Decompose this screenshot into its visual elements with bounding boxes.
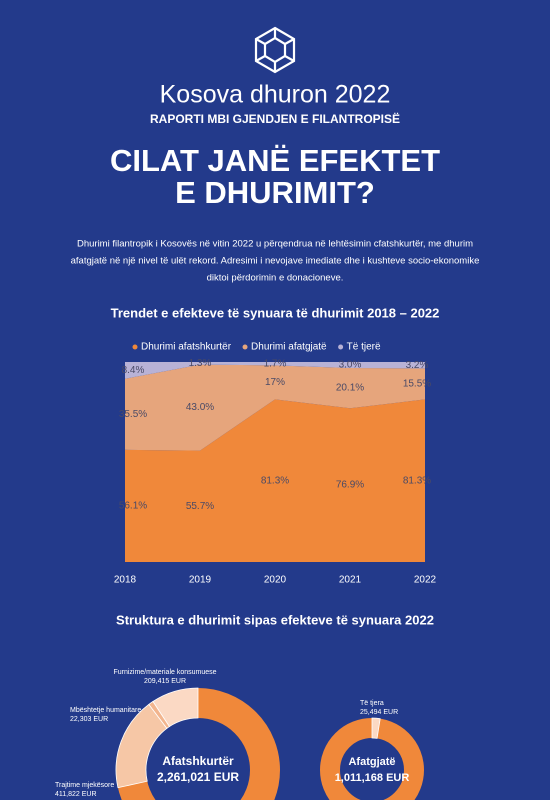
data-label: 35.5% [119,409,147,420]
center-label: Afatgjatë [348,756,395,768]
headline: E DHURIMIT? [175,175,375,210]
data-label: 1.3% [189,358,212,369]
area [125,399,425,562]
slice-value: 411,822 EUR [55,791,97,798]
legend-label: Të tjerë [347,342,381,353]
x-tick-label: 2018 [114,575,137,586]
center-value: 2,261,021 EUR [157,770,239,784]
intro-text: afatgjatë në një nivel të ulët rekord. A… [71,256,480,267]
legend-marker [338,344,344,350]
legend-label: Dhurimi afatgjatë [251,342,327,353]
slice-name: Furnizime/materiale konsumuese [113,669,216,676]
slice-value: 25,494 EUR [360,709,398,716]
center-label: Afatshkurtër [162,754,234,768]
data-label: 55.7% [186,501,214,512]
x-tick-label: 2022 [414,575,437,586]
data-label: 20.1% [336,383,364,394]
slice-value: 209,415 EUR [144,678,186,685]
data-label: 17% [265,377,285,388]
data-label: 8.4% [122,365,145,376]
headline: CILAT JANË EFEKTET [110,143,440,178]
donut-slice [115,703,168,789]
header-title: Kosova dhuron 2022 [160,81,391,109]
area [125,364,425,451]
x-tick-label: 2020 [264,575,287,586]
chart-title: Struktura e dhurimit sipas efekteve të s… [116,612,434,627]
x-tick-label: 2021 [339,575,362,586]
slice-name: Të tjera [360,700,384,707]
slice-value: 22,303 EUR [70,716,108,723]
data-label: 56.1% [119,501,147,512]
legend-marker [242,344,248,350]
data-label: 81.3% [261,475,289,486]
legend-label: Dhurimi afatshkurtër [141,342,232,353]
data-label: 3.2% [406,360,429,371]
logo [254,26,296,74]
data-label: 81.3% [403,475,431,486]
data-label: 43.0% [186,402,214,413]
slice-name: Trajtime mjekësore [55,782,114,789]
center-value: 1,011,168 EUR [335,772,410,784]
x-tick-label: 2019 [189,575,212,586]
data-label: 76.9% [336,480,364,491]
donut-slice [371,717,381,739]
slice-name: Mbështetje humanitare [70,707,141,714]
legend-marker [132,344,138,350]
data-label: 1.7% [264,358,287,369]
chart-title: Trendet e efekteve të synuara të dhurimi… [111,305,440,320]
header-subtitle: RAPORTI MBI GJENDJEN E FILANTROPISË [150,111,400,126]
intro-text: diktoi përdorimin e donacioneve. [207,273,344,284]
data-label: 15.5% [403,379,431,390]
data-label: 3.0% [339,360,362,371]
area [125,362,425,379]
intro-text: Dhurimi filantropik i Kosovës në vitin 2… [77,239,473,250]
